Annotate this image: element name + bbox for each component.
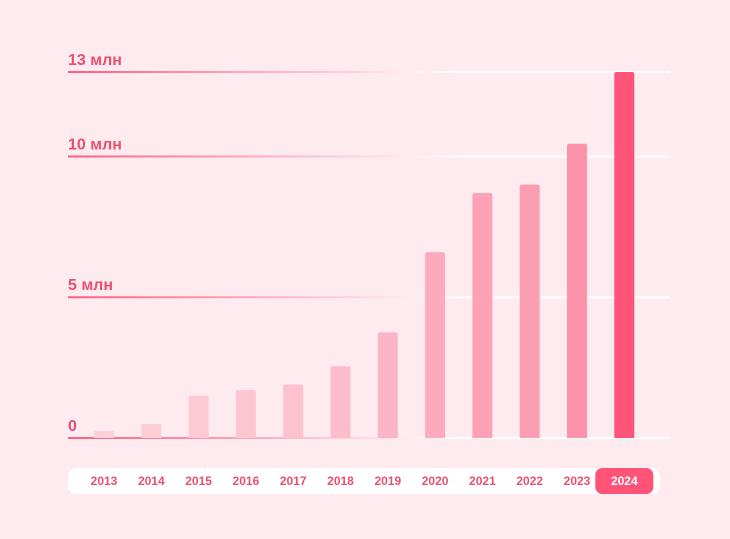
x-tick-label: 2014 — [138, 474, 165, 488]
y-tick-label: 10 млн — [68, 136, 122, 153]
x-tick-label: 2020 — [422, 474, 449, 488]
x-axis-strip — [68, 468, 660, 494]
gridline — [68, 296, 670, 299]
gridline — [68, 71, 670, 73]
x-tick-label: 2021 — [469, 474, 496, 488]
gridline — [68, 155, 670, 158]
bar-2023 — [567, 143, 587, 439]
bar-2021 — [472, 193, 493, 438]
x-tick-label: 2015 — [185, 474, 212, 488]
bar-2022 — [519, 184, 540, 438]
bars — [94, 72, 635, 439]
bar-2018 — [330, 366, 351, 438]
x-tick-label: 2017 — [280, 474, 307, 488]
x-tick-label: 2019 — [374, 474, 401, 488]
x-axis: 2013 2014 2015 2016 2017 2018 2019 2020 2021 2022… — [68, 468, 660, 494]
y-tick-label: 5 млн — [68, 277, 113, 294]
gridline — [68, 437, 670, 439]
x-tick-label: 2024 — [611, 474, 638, 488]
y-tick-label: 13 млн — [68, 52, 122, 69]
x-tick-label: 2022 — [516, 474, 543, 488]
y-axis-labels: 0 5 млн 10 млн 13 млн — [68, 52, 122, 435]
x-tick-label: 2013 — [91, 474, 118, 488]
bar-2019 — [377, 332, 398, 438]
y-tick-label: 0 — [68, 418, 77, 435]
x-tick-label: 2023 — [564, 474, 591, 488]
bar-2020 — [425, 252, 446, 438]
bar-2015 — [188, 395, 209, 438]
bar-2017 — [283, 384, 304, 438]
bar-2024 — [614, 72, 635, 438]
x-tick-label: 2018 — [327, 474, 354, 488]
x-tick-highlight — [595, 468, 654, 494]
x-tick-label: 2016 — [233, 474, 260, 488]
bar-2016 — [235, 390, 256, 438]
bar-2014 — [141, 423, 162, 438]
bar-2013 — [94, 430, 114, 438]
